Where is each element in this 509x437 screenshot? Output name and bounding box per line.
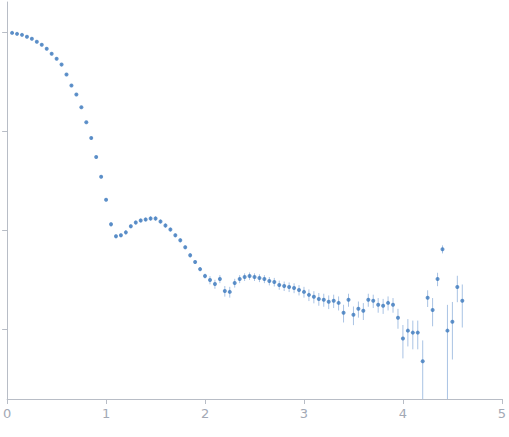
svg-text:1: 1 [102, 406, 110, 421]
svg-text:4: 4 [399, 406, 407, 421]
svg-text:2: 2 [201, 406, 209, 421]
svg-text:3: 3 [300, 406, 308, 421]
svg-text:5: 5 [498, 406, 506, 421]
svg-text:0: 0 [3, 406, 11, 421]
